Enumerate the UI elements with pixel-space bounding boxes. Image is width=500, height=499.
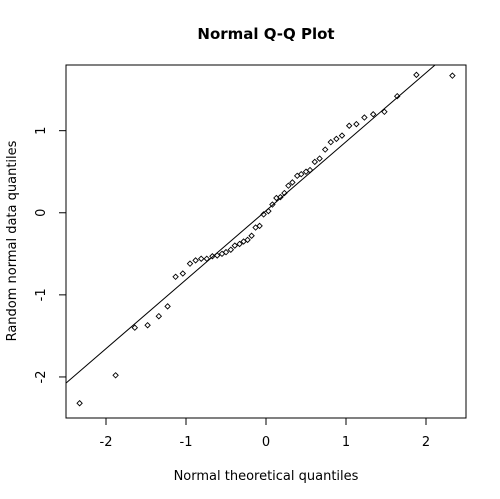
data-point: [236, 240, 243, 248]
data-point: [321, 146, 329, 153]
points-layer: [76, 71, 456, 407]
data-point: [285, 182, 292, 189]
data-point: [289, 179, 296, 186]
data-point: [449, 72, 456, 79]
data-point: [197, 255, 205, 262]
data-point: [265, 207, 272, 215]
data-point: [297, 170, 305, 178]
data-point: [155, 312, 163, 320]
data-point: [333, 135, 340, 143]
data-point: [144, 321, 151, 329]
data-point: [413, 71, 420, 79]
data-point: [256, 222, 263, 230]
data-point: [213, 252, 221, 259]
data-point: [353, 120, 360, 128]
data-point: [281, 189, 288, 197]
data-point: [112, 372, 119, 379]
data-point: [192, 257, 199, 264]
plot-frame: [65, 64, 467, 419]
data-point: [393, 92, 401, 100]
y-tick-label: 0: [34, 209, 49, 217]
x-tick-label: -1: [180, 435, 193, 450]
chart-title: Normal Q-Q Plot: [197, 25, 334, 43]
data-point: [277, 193, 284, 201]
data-point: [369, 111, 377, 118]
data-point: [248, 232, 255, 239]
data-point: [345, 122, 353, 129]
data-point: [361, 114, 368, 121]
data-point: [244, 236, 251, 244]
y-tick-label: -1: [34, 288, 49, 301]
data-point: [269, 201, 276, 208]
data-point: [231, 242, 239, 249]
x-axis-label: Normal theoretical quantiles: [174, 469, 359, 484]
x-tick-label: 0: [262, 435, 270, 450]
data-point: [203, 255, 211, 262]
data-point: [131, 324, 139, 331]
data-point: [164, 303, 171, 310]
data-point: [327, 138, 335, 146]
data-point: [311, 158, 319, 166]
x-tick-label: 1: [342, 435, 350, 450]
y-tick-label: -2: [34, 370, 49, 383]
data-point: [76, 399, 83, 407]
x-tick-label: 2: [422, 435, 430, 450]
data-point: [222, 248, 230, 256]
data-point: [260, 211, 267, 218]
data-point: [227, 246, 235, 253]
data-point: [338, 132, 346, 139]
y-tick-label: 1: [34, 127, 49, 135]
data-point: [172, 273, 179, 281]
data-point: [381, 108, 388, 116]
data-point: [316, 155, 323, 162]
y-axis-label: Random normal data quantiles: [5, 140, 20, 341]
x-tick-label: -2: [100, 435, 113, 450]
data-point: [186, 260, 194, 267]
data-point: [179, 270, 187, 277]
data-point: [306, 166, 314, 174]
